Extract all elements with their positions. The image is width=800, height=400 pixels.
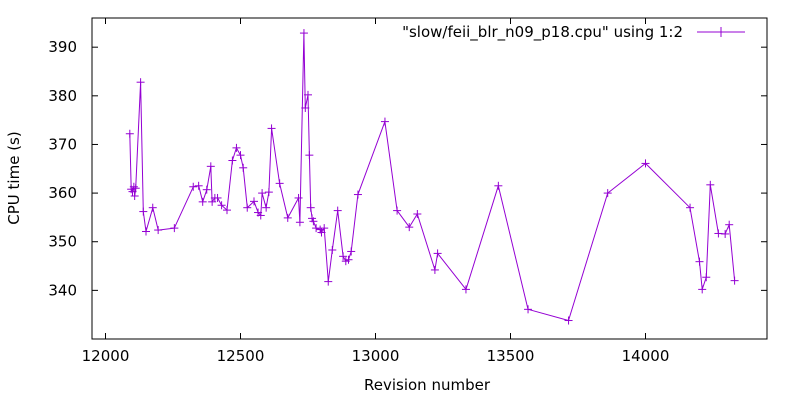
data-point-marker — [730, 276, 739, 285]
data-point-marker — [250, 197, 258, 206]
y-tick-label: 380 — [48, 87, 77, 105]
data-point-marker — [228, 156, 237, 165]
data-point-marker — [236, 151, 245, 160]
data-point-marker — [306, 203, 315, 212]
data-point-marker — [258, 189, 267, 198]
data-point-marker — [206, 162, 215, 171]
data-point-marker — [328, 245, 337, 254]
data-point-marker — [698, 285, 707, 294]
axis-ticks — [92, 18, 767, 339]
data-point-marker — [603, 189, 612, 198]
data-point-marker — [333, 206, 342, 215]
data-point-marker — [433, 249, 442, 258]
plot-area — [125, 29, 739, 325]
data-point-marker — [714, 229, 723, 238]
series-line — [129, 32, 736, 321]
data-point-marker — [494, 181, 503, 190]
data-point-marker — [324, 277, 333, 286]
data-point-marker — [243, 203, 252, 212]
x-tick-label: 13500 — [487, 347, 535, 365]
x-tick-label: 12000 — [82, 347, 130, 365]
y-tick-label: 370 — [48, 135, 77, 153]
data-point-marker — [344, 255, 353, 264]
x-tick-label: 14000 — [622, 347, 670, 365]
data-point-marker — [194, 181, 203, 190]
data-point-marker — [304, 90, 312, 99]
data-point-marker — [320, 224, 329, 233]
legend: "slow/feii_blr_n09_p18.cpu" using 1:2 — [402, 23, 745, 42]
data-point-marker — [189, 182, 198, 191]
data-point-marker — [125, 129, 134, 138]
data-point-marker — [294, 193, 303, 202]
data-point-marker — [702, 273, 711, 282]
axis-tick-labels: 12000 12500 13000 13500 14000 340 350 360 370 380… — [48, 38, 669, 365]
data-point-marker — [128, 187, 137, 196]
data-point-marker — [305, 151, 314, 160]
data-point-marker — [154, 226, 163, 235]
data-point-marker — [430, 265, 439, 274]
data-point-marker — [275, 179, 284, 188]
data-point-marker — [312, 224, 321, 233]
data-point-marker — [148, 203, 157, 212]
data-point-marker — [299, 29, 308, 38]
data-point-marker — [309, 217, 318, 226]
data-point-marker — [142, 227, 150, 236]
data-point-marker — [686, 203, 695, 212]
data-point-marker — [256, 211, 265, 220]
x-axis-label: Revision number — [364, 376, 491, 394]
data-point-marker — [380, 117, 389, 126]
data-point-marker — [264, 188, 273, 197]
data-point-marker — [198, 197, 207, 206]
data-point-marker — [283, 213, 292, 222]
data-point-marker — [564, 316, 573, 325]
data-point-marker — [353, 190, 362, 199]
data-point-marker — [217, 201, 226, 210]
data-point-marker — [136, 78, 145, 87]
x-tick-label: 13000 — [352, 347, 400, 365]
data-point-marker — [347, 247, 356, 256]
data-point-marker — [295, 218, 304, 227]
data-point-marker — [641, 159, 650, 168]
data-point-marker — [706, 180, 715, 189]
data-point-marker — [129, 182, 138, 191]
data-point-marker — [267, 124, 276, 133]
data-point-marker — [339, 252, 348, 261]
plot-frame — [91, 17, 768, 340]
data-point-marker — [695, 257, 704, 266]
y-axis-label: CPU time (s) — [5, 131, 23, 224]
data-point-marker — [524, 305, 533, 314]
data-point-marker — [461, 285, 470, 294]
legend-label: "slow/feii_blr_n09_p18.cpu" using 1:2 — [402, 23, 683, 42]
data-point-marker — [725, 220, 734, 229]
data-point-marker — [317, 228, 326, 237]
y-tick-label: 350 — [48, 233, 77, 251]
data-point-marker — [202, 185, 211, 194]
data-point-marker — [130, 192, 139, 201]
data-point-marker — [413, 210, 422, 219]
data-point-marker — [301, 103, 310, 112]
data-point-marker — [131, 184, 140, 193]
data-point-marker — [223, 206, 231, 215]
data-point-marker — [170, 224, 179, 233]
data-point-marker — [139, 207, 148, 216]
data-point-marker — [232, 143, 241, 152]
y-tick-label: 340 — [48, 281, 77, 299]
data-point-marker — [405, 223, 414, 232]
x-tick-label: 12500 — [217, 347, 265, 365]
data-point-marker — [239, 163, 248, 172]
data-point-marker — [262, 203, 271, 212]
y-tick-label: 360 — [48, 184, 77, 202]
y-tick-label: 390 — [48, 38, 77, 56]
data-point-marker — [393, 206, 402, 215]
data-point-marker — [721, 229, 730, 238]
data-point-marker — [213, 193, 222, 202]
